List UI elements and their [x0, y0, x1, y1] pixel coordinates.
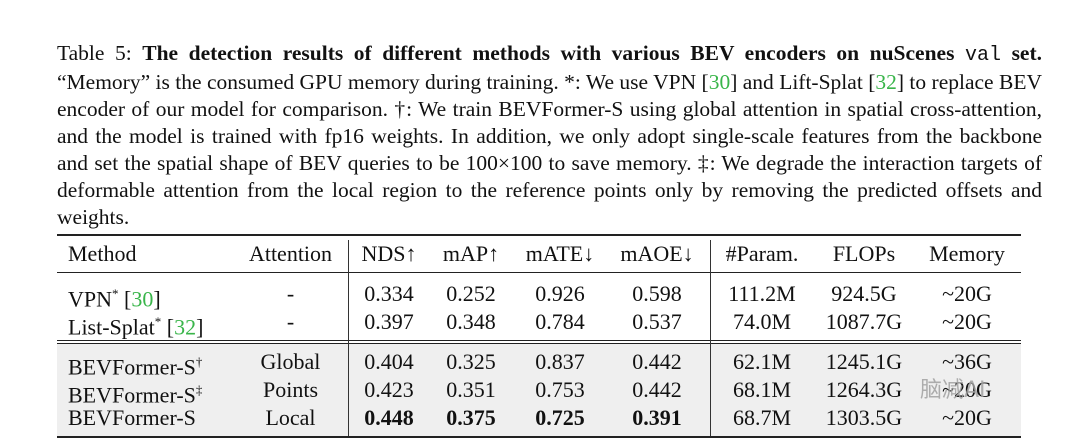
citation-link[interactable]: 30	[131, 286, 154, 312]
citation-link-lift[interactable]: 32	[875, 70, 897, 94]
map-cell: 0.351	[446, 377, 496, 402]
memory-cell: ~20G	[942, 405, 992, 430]
memory-cell: ~20G	[942, 309, 992, 334]
param-cell: 68.7M	[732, 405, 792, 430]
column-divider-1	[348, 240, 349, 436]
header-method: Method	[68, 241, 137, 266]
flops-cell: 1245.1G	[825, 349, 903, 374]
param-cell: 68.1M	[732, 377, 792, 402]
map-cell: 0.375	[446, 405, 496, 430]
caption-title: The detection results of different metho…	[142, 41, 955, 65]
flops-cell: 924.5G	[831, 281, 897, 306]
method-cell: BEVFormer-S‡	[68, 382, 203, 408]
shaded-rows-background	[57, 343, 1021, 436]
maoe-cell: 0.598	[632, 281, 682, 306]
param-cell: 62.1M	[732, 349, 792, 374]
maoe-cell: 0.442	[632, 377, 682, 402]
memory-cell: ~20G	[942, 281, 992, 306]
nds-cell: 0.397	[364, 309, 414, 334]
header-param: #Param.	[725, 241, 799, 266]
mate-cell: 0.725	[535, 405, 585, 430]
bottom-rule	[57, 436, 1021, 438]
map-cell: 0.325	[446, 349, 496, 374]
param-cell: 74.0M	[732, 309, 792, 334]
header-map: mAP↑	[442, 241, 500, 266]
caption-title-end: set.	[1001, 41, 1043, 65]
flops-cell: 1303.5G	[825, 405, 903, 430]
nds-cell: 0.448	[364, 405, 414, 430]
method-cell: BEVFormer-S†	[68, 354, 203, 380]
caption-split: val	[965, 44, 1002, 67]
citation-link[interactable]: 32	[174, 314, 197, 340]
mate-cell: 0.784	[535, 309, 585, 334]
flops-cell: 1264.3G	[825, 377, 903, 402]
table-caption: Table 5: The detection results of differ…	[57, 40, 1042, 231]
mate-cell: 0.926	[535, 281, 585, 306]
caption-text-2: ] and Lift-Splat [	[730, 70, 876, 94]
mate-cell: 0.753	[535, 377, 585, 402]
nds-cell: 0.423	[364, 377, 414, 402]
nds-cell: 0.334	[364, 281, 414, 306]
caption-text-1: “Memory” is the consumed GPU memory duri…	[57, 70, 709, 94]
header-flops: FLOPs	[832, 241, 896, 266]
citation-link-vpn[interactable]: 30	[708, 70, 731, 94]
header-nds: NDS↑	[361, 241, 417, 266]
header-rule	[57, 272, 1021, 273]
map-cell: 0.252	[446, 281, 496, 306]
caption-label: Table 5:	[57, 41, 143, 65]
nds-cell: 0.404	[364, 349, 414, 374]
top-rule	[57, 234, 1021, 236]
column-divider-2	[710, 240, 711, 436]
maoe-cell: 0.442	[632, 349, 682, 374]
method-cell: VPN* [30]	[68, 286, 161, 312]
attention-cell: Points	[262, 377, 319, 402]
mate-cell: 0.837	[535, 349, 585, 374]
maoe-cell: 0.537	[632, 309, 682, 334]
group-rule-2	[57, 343, 1021, 344]
attention-cell: Local	[265, 405, 316, 430]
method-cell: BEVFormer-S	[68, 405, 196, 430]
header-attention: Attention	[248, 241, 333, 266]
memory-cell: ~20G	[942, 377, 992, 402]
header-mate: mATE↓	[525, 241, 595, 266]
header-maoe: mAOE↓	[620, 241, 694, 266]
attention-cell: Global	[260, 349, 321, 374]
header-memory: Memory	[929, 241, 1005, 266]
flops-cell: 1087.7G	[825, 309, 903, 334]
watermark: 脑减AI	[920, 378, 986, 403]
caption-text-3: ] to replace BEV encoder of our model fo…	[57, 70, 1043, 229]
param-cell: 111.2M	[728, 281, 796, 306]
attention-cell: -	[286, 309, 295, 334]
maoe-cell: 0.391	[632, 405, 682, 430]
map-cell: 0.348	[446, 309, 496, 334]
memory-cell: ~36G	[942, 349, 992, 374]
method-cell: List-Splat* [32]	[68, 314, 204, 340]
attention-cell: -	[286, 281, 295, 306]
group-rule-1	[57, 340, 1021, 341]
